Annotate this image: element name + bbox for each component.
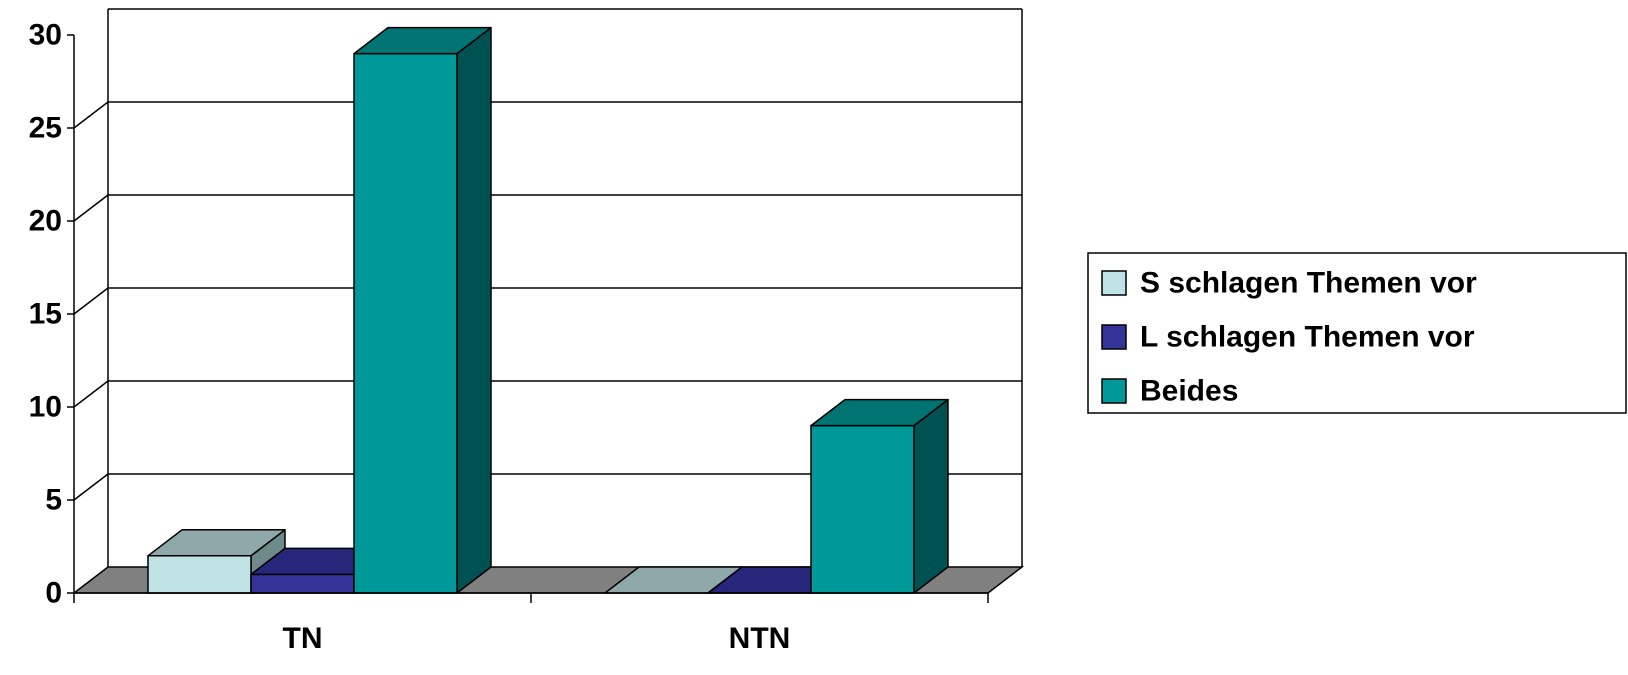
y-tick-label: 30 <box>29 19 62 52</box>
gridline-side-4 <box>73 194 109 222</box>
y-tick-label: 0 <box>45 577 62 610</box>
bar-side <box>913 398 949 594</box>
y-tick-label: 25 <box>29 112 62 145</box>
legend-label: Beides <box>1140 375 1238 408</box>
bar-top <box>810 398 949 427</box>
legend-swatch <box>1101 270 1127 296</box>
bar-NTN-2 <box>810 398 949 594</box>
bar-front <box>250 573 355 594</box>
gridline-side-5 <box>73 101 109 129</box>
gridline-side-1 <box>73 473 109 501</box>
bar-top <box>353 26 492 55</box>
x-tick-label: NTN <box>729 622 791 655</box>
y-tick-label: 10 <box>29 391 62 424</box>
gridline-side-2 <box>73 380 109 408</box>
legend: S schlagen Themen vor L schlagen Themen v… <box>1087 252 1627 414</box>
bar-front <box>353 52 458 594</box>
bar-top <box>147 529 286 557</box>
legend-swatch <box>1101 378 1127 404</box>
bars <box>147 26 949 594</box>
axes: 0 5 10 15 20 25 30 TN NTN <box>29 19 989 655</box>
legend-swatch <box>1101 324 1127 350</box>
y-tick-label: 15 <box>29 298 62 331</box>
bar-front <box>147 555 252 594</box>
y-tick-label: 5 <box>45 484 62 517</box>
gridline-side-3 <box>73 287 109 315</box>
gridlines <box>73 8 1023 567</box>
bar-TN-2 <box>353 26 492 594</box>
legend-label: L schlagen Themen vor <box>1140 321 1475 354</box>
legend-label: S schlagen Themen vor <box>1140 267 1477 300</box>
y-tick-label: 20 <box>29 205 62 238</box>
x-tick-label: TN <box>283 622 323 655</box>
bar-side <box>456 26 492 594</box>
bar-front <box>810 424 915 594</box>
legend-box <box>1087 252 1627 414</box>
